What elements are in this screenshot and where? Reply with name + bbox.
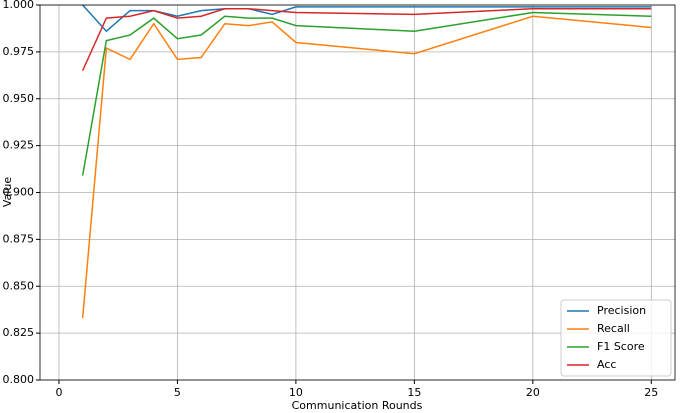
- y-tick-label: 0.950: [3, 92, 35, 105]
- legend-label: F1 Score: [597, 340, 645, 353]
- x-tick-label: 5: [174, 386, 181, 399]
- y-tick-label: 0.800: [3, 373, 35, 386]
- data-line: [81, 15, 652, 319]
- data-line: [81, 8, 652, 71]
- x-tick-label: 25: [644, 386, 658, 399]
- x-tick-label: 0: [55, 386, 62, 399]
- legend-label: Recall: [597, 322, 630, 335]
- x-tick-label: 15: [407, 386, 421, 399]
- x-tick-label: 20: [526, 386, 540, 399]
- legend-label: Precision: [597, 304, 646, 317]
- legend-label: Acc: [597, 358, 616, 371]
- x-axis-label: Communication Rounds: [292, 399, 423, 412]
- y-tick-label: 0.850: [3, 279, 35, 292]
- legend-box: [560, 299, 672, 377]
- y-tick-label: 1.000: [3, 0, 35, 11]
- y-tick-label: 0.875: [3, 232, 35, 245]
- y-axis-label: Value: [1, 177, 14, 207]
- y-tick-label: 0.900: [3, 186, 35, 199]
- data-line: [81, 11, 652, 176]
- y-tick-label: 0.825: [3, 326, 35, 339]
- y-tick-label: 0.975: [3, 45, 35, 58]
- x-tick-label: 10: [289, 386, 303, 399]
- plot-frame: [39, 4, 676, 381]
- y-tick-label: 0.925: [3, 139, 35, 152]
